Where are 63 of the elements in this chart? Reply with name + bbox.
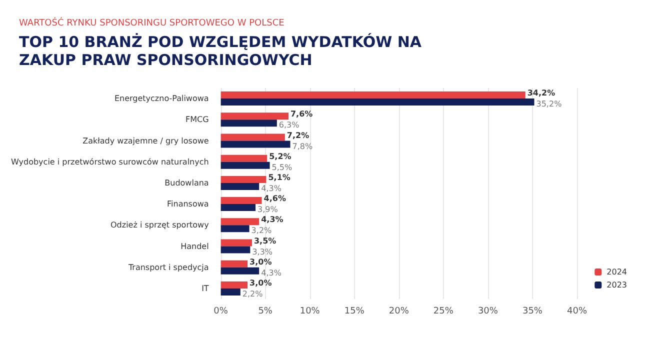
data-label: 4,3% xyxy=(261,215,284,224)
x-tick-label: 5% xyxy=(258,306,273,316)
data-label: 4,3% xyxy=(261,184,282,193)
data-label: 7,6% xyxy=(290,110,313,119)
bar xyxy=(220,98,534,106)
x-tick-label: 0% xyxy=(214,306,228,316)
data-label: 2,2% xyxy=(242,289,264,298)
data-label: 34,2% xyxy=(527,88,556,98)
y-tick-label: FMCG xyxy=(186,115,209,124)
bar xyxy=(220,281,248,288)
bar xyxy=(220,218,260,226)
bar xyxy=(220,182,260,190)
x-tick-label: 20% xyxy=(388,306,410,316)
x-tick-label: 25% xyxy=(433,306,454,316)
data-label: 3,3% xyxy=(252,247,273,256)
y-tick-label: Energetyczno-Paliwowa xyxy=(114,94,209,104)
bar xyxy=(220,92,526,99)
bar xyxy=(220,288,240,296)
x-tick-label: 15% xyxy=(344,306,365,316)
legend-label: 2023 xyxy=(606,280,627,290)
bar xyxy=(220,176,266,183)
data-label: 5,1% xyxy=(268,172,290,182)
y-tick-label: IT xyxy=(202,284,209,293)
data-label: 6,3% xyxy=(278,120,300,130)
bar xyxy=(220,225,250,232)
y-tick-label: Transport i spedycja xyxy=(127,262,209,272)
x-tick-label: 40% xyxy=(566,306,588,316)
y-tick-label: Wydobycie i przetwórstwo surowców naturalnych xyxy=(11,157,209,166)
y-tick-label: Finansowa xyxy=(167,200,209,209)
y-tick-label: Odzież i sprzęt sportowy xyxy=(110,220,210,230)
data-label: 3,2% xyxy=(251,226,272,236)
bar xyxy=(220,197,262,204)
x-tick-label: 30% xyxy=(478,306,498,316)
chart-subtitle: WARTOŚĆ RYNKU SPONSORINGU SPORTOWEGO W POLSCE xyxy=(19,16,285,28)
data-label: 3,5% xyxy=(254,236,276,246)
data-label: 4,6% xyxy=(264,194,286,204)
data-label: 5,5% xyxy=(272,162,293,172)
bar xyxy=(220,154,268,162)
x-tick-label: 35% xyxy=(522,306,543,316)
data-label: 3,0% xyxy=(250,278,272,288)
chart-title: TOP 10 BRANŻ POD WZGLĘDEM WYDATKÓW NA ZAKUP PRAW SPONSORINGOWYCH xyxy=(19,33,427,69)
legend-label: 2024 xyxy=(606,268,627,276)
bar xyxy=(220,260,248,268)
bar xyxy=(220,140,290,148)
bar xyxy=(220,204,256,212)
data-label: 7,8% xyxy=(292,142,313,151)
bar xyxy=(220,112,288,120)
bar xyxy=(220,162,270,169)
data-label: 5,2% xyxy=(269,152,292,161)
x-tick-label: 10% xyxy=(300,306,320,316)
y-tick-label: Handel xyxy=(180,242,209,251)
bar xyxy=(220,239,252,246)
y-tick-label: Budowlana xyxy=(164,178,209,188)
bar xyxy=(220,246,250,254)
data-label: 35,2% xyxy=(536,100,562,109)
data-label: 4,3% xyxy=(261,268,282,278)
y-tick-label: Zakłady wzajemne / gry losowe xyxy=(82,136,209,146)
bar xyxy=(220,120,277,127)
bar xyxy=(220,134,285,141)
data-label: 3,0% xyxy=(250,257,272,266)
bar xyxy=(220,267,260,274)
data-label: 7,2% xyxy=(286,130,310,140)
data-label: 3,9% xyxy=(258,205,278,214)
